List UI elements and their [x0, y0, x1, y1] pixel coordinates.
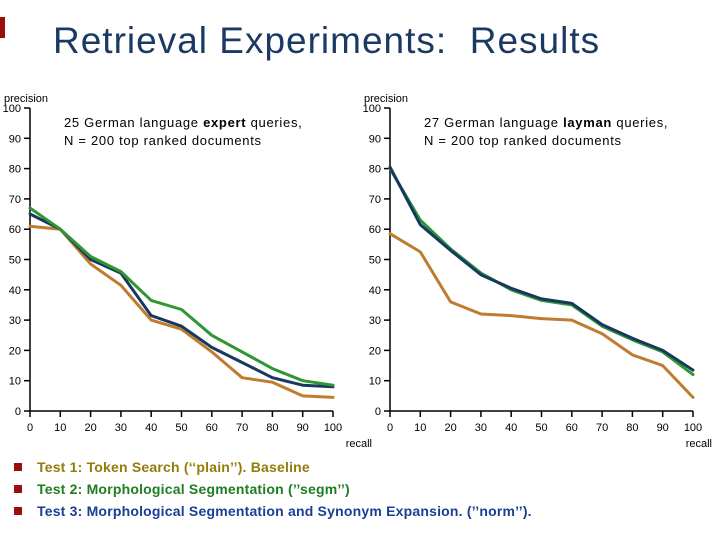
svg-text:90: 90 [369, 133, 381, 145]
annotation-line1: 25 German language expert queries, [64, 114, 302, 132]
svg-text:50: 50 [175, 422, 187, 434]
svg-text:0: 0 [387, 422, 393, 434]
svg-text:100: 100 [684, 422, 702, 434]
svg-text:100: 100 [324, 422, 342, 434]
svg-text:precision: precision [4, 93, 48, 105]
svg-text:80: 80 [9, 164, 21, 176]
page-title: Retrieval Experiments: Results [53, 20, 601, 61]
accent-bar [0, 17, 5, 38]
svg-text:0: 0 [375, 406, 381, 418]
svg-text:70: 70 [369, 194, 381, 206]
svg-text:60: 60 [369, 224, 381, 236]
chart-annotation-layman: 27 German language layman queries, N = 2… [424, 114, 668, 150]
svg-text:70: 70 [236, 422, 248, 434]
svg-text:60: 60 [566, 422, 578, 434]
svg-text:precision: precision [364, 93, 408, 105]
svg-text:20: 20 [369, 345, 381, 357]
svg-text:20: 20 [9, 345, 21, 357]
svg-text:0: 0 [27, 422, 33, 434]
svg-text:80: 80 [266, 422, 278, 434]
svg-text:10: 10 [54, 422, 66, 434]
svg-text:20: 20 [444, 422, 456, 434]
svg-text:90: 90 [657, 422, 669, 434]
list-item: Test 2: Morphological Segmentation (’’se… [14, 481, 532, 497]
annotation-bold-word: expert [203, 115, 247, 130]
list-item: Test 1: Token Search (‘‘plain’’). Baseli… [14, 459, 532, 475]
svg-text:30: 30 [475, 422, 487, 434]
svg-text:80: 80 [626, 422, 638, 434]
svg-text:90: 90 [297, 422, 309, 434]
annotation-text: queries, [612, 115, 669, 130]
svg-text:60: 60 [9, 224, 21, 236]
legend-item-label: Test 1: Token Search (‘‘plain’’). Baseli… [37, 459, 310, 475]
svg-text:40: 40 [9, 285, 21, 297]
svg-text:0: 0 [15, 406, 21, 418]
svg-text:80: 80 [369, 164, 381, 176]
svg-text:100: 100 [3, 103, 21, 115]
bullet-marker [14, 485, 22, 493]
svg-text:10: 10 [369, 376, 381, 388]
svg-text:10: 10 [414, 422, 426, 434]
svg-text:50: 50 [535, 422, 547, 434]
annotation-text: 27 German language [424, 115, 564, 130]
svg-text:recall: recall [346, 438, 372, 450]
svg-text:60: 60 [206, 422, 218, 434]
svg-text:70: 70 [596, 422, 608, 434]
svg-text:10: 10 [9, 376, 21, 388]
chart-annotation-expert: 25 German language expert queries, N = 2… [64, 114, 302, 150]
list-item: Test 3: Morphological Segmentation and S… [14, 503, 532, 519]
legend: Test 1: Token Search (‘‘plain’’). Baseli… [14, 459, 532, 525]
annotation-line2: N = 200 top ranked documents [424, 133, 622, 148]
annotation-bold-word: layman [563, 115, 613, 130]
svg-text:90: 90 [9, 133, 21, 145]
legend-item-label: Test 2: Morphological Segmentation (’’se… [37, 481, 350, 497]
svg-text:30: 30 [115, 422, 127, 434]
annotation-text: queries, [246, 115, 303, 130]
svg-text:100: 100 [363, 103, 381, 115]
svg-text:30: 30 [9, 315, 21, 327]
svg-text:50: 50 [369, 255, 381, 267]
svg-text:70: 70 [9, 194, 21, 206]
svg-text:recall: recall [686, 438, 712, 450]
svg-text:40: 40 [145, 422, 157, 434]
annotation-line1: 27 German language layman queries, [424, 114, 668, 132]
svg-text:40: 40 [505, 422, 517, 434]
annotation-line2: N = 200 top ranked documents [64, 133, 262, 148]
legend-item-label: Test 3: Morphological Segmentation and S… [37, 503, 532, 519]
bullet-marker [14, 507, 22, 515]
svg-text:20: 20 [84, 422, 96, 434]
bullet-marker [14, 463, 22, 471]
svg-text:50: 50 [9, 255, 21, 267]
svg-text:30: 30 [369, 315, 381, 327]
svg-text:40: 40 [369, 285, 381, 297]
annotation-text: 25 German language [64, 115, 204, 130]
